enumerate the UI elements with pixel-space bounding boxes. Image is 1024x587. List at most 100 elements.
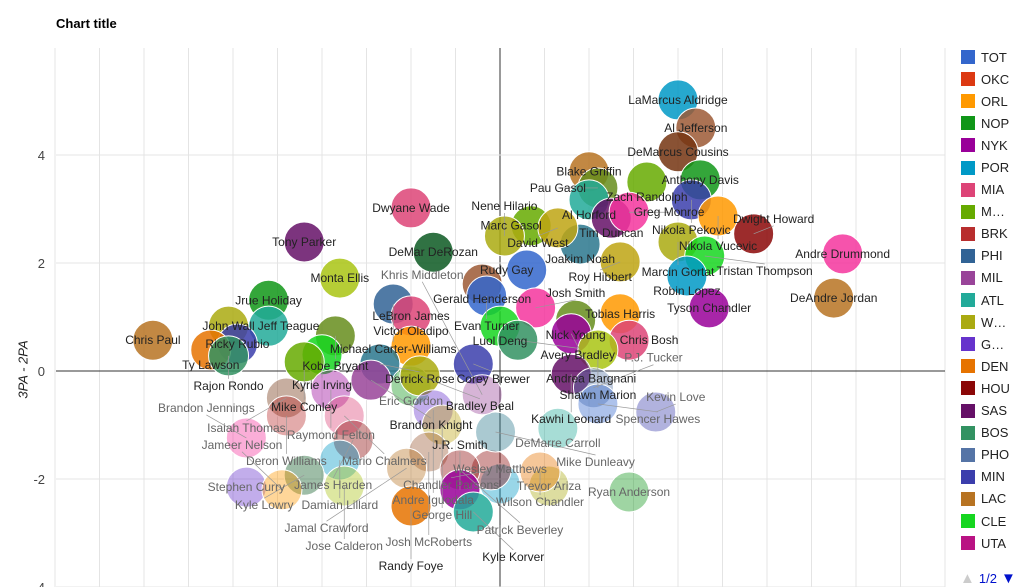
bubble-label: Luol Deng: [473, 334, 528, 348]
bubble-label: John Wall: [202, 319, 254, 333]
y-tick-label: 0: [38, 364, 45, 379]
legend-item[interactable]: M…: [961, 201, 1010, 223]
legend-label: SAS: [981, 403, 1008, 419]
bubble[interactable]: [319, 257, 361, 299]
legend-item[interactable]: UTA: [961, 532, 1010, 554]
bubble-label: Kawhi Leonard: [531, 412, 611, 426]
y-tick-label: 2: [38, 256, 45, 271]
bubble[interactable]: [608, 471, 650, 513]
legend-label: ATL: [981, 292, 1004, 308]
bubble-label: Anthony Davis: [662, 173, 739, 187]
legend-item[interactable]: OKC: [961, 68, 1010, 90]
bubble-label: DeAndre Jordan: [790, 291, 877, 305]
label-leader-line: [344, 415, 385, 455]
bubble-label: James Harden: [294, 478, 372, 492]
bubble-label: Wesley Matthews: [453, 462, 547, 476]
bubble[interactable]: [666, 255, 708, 297]
bubble-label: Jose Calderon: [306, 539, 383, 553]
legend-swatch: [961, 469, 975, 484]
legend-item[interactable]: LAC: [961, 488, 1010, 510]
bubble-label: Chandler Parsons: [403, 478, 499, 492]
legend-item[interactable]: BOS: [961, 422, 1010, 444]
legend-item[interactable]: ATL: [961, 289, 1010, 311]
y-tick-label: -4: [33, 580, 45, 587]
legend-item[interactable]: PHI: [961, 245, 1010, 267]
bubble[interactable]: [688, 287, 730, 329]
legend-item[interactable]: MIN: [961, 466, 1010, 488]
bubble[interactable]: [657, 131, 699, 173]
label-leader-line: [597, 403, 658, 413]
legend-item[interactable]: ORL: [961, 90, 1010, 112]
bubble-label: Tobias Harris: [585, 307, 655, 321]
label-leader-line: [753, 225, 774, 235]
legend-label: M…: [981, 204, 1005, 220]
legend-next-page-button[interactable]: ▼: [1000, 570, 1016, 587]
bubble-label: Rudy Gay: [480, 263, 533, 277]
label-leader-line: [704, 255, 765, 265]
label-leader-line: [421, 281, 483, 395]
bubble[interactable]: [283, 221, 325, 263]
label-leader-line: [332, 439, 354, 479]
bubble-label: Bradley Beal: [446, 399, 514, 413]
bubble-label: LaMarcus Aldridge: [628, 93, 728, 107]
bubble[interactable]: [537, 407, 579, 449]
legend-item[interactable]: CLE: [961, 510, 1010, 532]
bubble-label: Kyle Korver: [482, 550, 544, 564]
bubble-label: Robin Lopez: [653, 284, 720, 298]
bubble[interactable]: [132, 319, 174, 361]
bubble[interactable]: [822, 233, 864, 275]
legend-swatch: [961, 94, 975, 109]
legend-item[interactable]: MIA: [961, 179, 1010, 201]
bubble-label: Andre Drummond: [795, 247, 890, 261]
bubble-label: Ryan Anderson: [588, 485, 670, 499]
bubble[interactable]: [390, 187, 432, 229]
legend-label: ORL: [981, 93, 1008, 109]
legend-label: BRK: [981, 226, 1008, 242]
bubble[interactable]: [626, 161, 668, 203]
legend-item[interactable]: DEN: [961, 355, 1010, 377]
legend-item[interactable]: POR: [961, 156, 1010, 178]
bubble-label: Ty Lawson: [182, 358, 239, 372]
bubble-label: DeMarre Carroll: [515, 436, 600, 450]
bubble-label: Mike Dunleavy: [556, 455, 635, 469]
bubble[interactable]: [813, 277, 855, 319]
bubble-label: Stephen Curry: [208, 480, 285, 494]
legend-item[interactable]: W…: [961, 311, 1010, 333]
legend-item[interactable]: NOP: [961, 112, 1010, 134]
legend-item[interactable]: G…: [961, 333, 1010, 355]
legend-item[interactable]: TOT: [961, 46, 1010, 68]
bubble-label: LeBron James: [372, 309, 449, 323]
bubble-label: Chris Paul: [125, 333, 180, 347]
legend-item[interactable]: MIL: [961, 267, 1010, 289]
legend-item[interactable]: HOU: [961, 377, 1010, 399]
bubble-chart: 4 2 0 -2 -4 LaMarcus Aldridge Al Jefferson DeMa…: [33, 48, 946, 587]
legend-swatch: [961, 182, 975, 197]
label-leader-line: [246, 397, 287, 422]
bubble[interactable]: [225, 466, 267, 508]
bubble-label: Raymond Felton: [287, 428, 375, 442]
bubble[interactable]: [412, 231, 454, 273]
legend-item[interactable]: PHO: [961, 444, 1010, 466]
bubble-label: Victor Oladipo: [373, 324, 448, 338]
legend-swatch: [961, 315, 975, 330]
bubble[interactable]: [479, 463, 521, 505]
bubble[interactable]: [528, 465, 570, 507]
bubble-label: Jrue Holiday: [235, 293, 302, 307]
legend-prev-page-button[interactable]: ▲: [960, 570, 975, 587]
bubble-label: Ricky Rubio: [205, 337, 269, 351]
legend-label: TOT: [981, 49, 1007, 65]
legend-item[interactable]: NYK: [961, 134, 1010, 156]
legend-label: POR: [981, 160, 1010, 176]
bubble[interactable]: [248, 305, 290, 347]
legend-item[interactable]: BRK: [961, 223, 1010, 245]
label-leader-line: [655, 403, 676, 413]
bubble-label: Kyrie Irving: [292, 378, 352, 392]
label-leader-line: [451, 469, 492, 479]
chart-title: Chart title: [56, 16, 117, 31]
label-leader-line: [419, 375, 481, 400]
bubble-label: Shawn Marion: [560, 388, 637, 402]
bubble-label: Tristan Thompson: [717, 264, 813, 278]
bubble-label: Nick Young: [546, 328, 606, 342]
legend-swatch: [961, 204, 975, 219]
legend-item[interactable]: SAS: [961, 400, 1010, 422]
